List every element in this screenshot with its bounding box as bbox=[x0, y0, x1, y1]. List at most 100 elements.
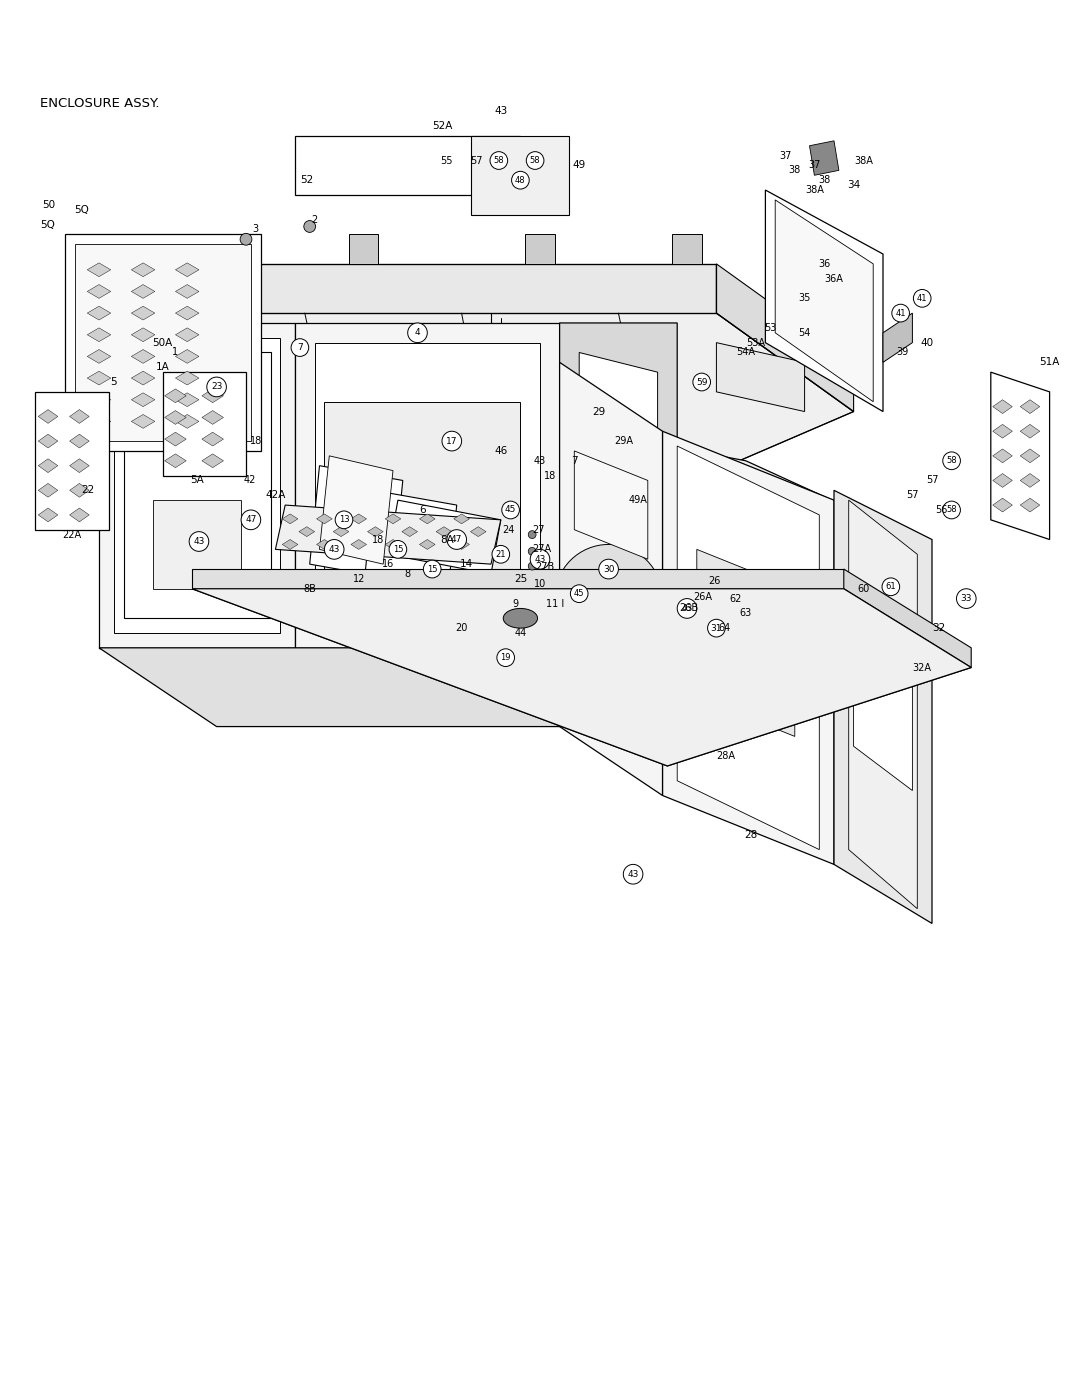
Circle shape bbox=[502, 502, 519, 518]
Polygon shape bbox=[38, 458, 58, 472]
Circle shape bbox=[693, 373, 711, 391]
Text: 11 I: 11 I bbox=[545, 598, 564, 609]
Polygon shape bbox=[99, 648, 677, 726]
Polygon shape bbox=[672, 235, 702, 264]
Polygon shape bbox=[69, 483, 90, 497]
Text: 36A: 36A bbox=[824, 274, 843, 284]
Text: 53: 53 bbox=[765, 323, 777, 332]
Text: 8: 8 bbox=[405, 569, 410, 578]
Polygon shape bbox=[202, 432, 224, 446]
Polygon shape bbox=[320, 455, 393, 564]
Text: 28: 28 bbox=[744, 830, 757, 840]
Polygon shape bbox=[87, 285, 111, 299]
Text: 43: 43 bbox=[681, 604, 692, 613]
Text: 41: 41 bbox=[917, 293, 928, 303]
Polygon shape bbox=[87, 306, 111, 320]
Circle shape bbox=[526, 152, 544, 169]
Text: 6: 6 bbox=[419, 504, 426, 515]
Text: 39: 39 bbox=[896, 348, 908, 358]
Polygon shape bbox=[167, 235, 197, 264]
Text: 2: 2 bbox=[311, 215, 318, 225]
Text: 58: 58 bbox=[494, 156, 504, 165]
Polygon shape bbox=[227, 402, 853, 559]
Circle shape bbox=[241, 510, 260, 529]
Text: 18: 18 bbox=[373, 535, 384, 545]
Polygon shape bbox=[175, 306, 199, 320]
Text: 7: 7 bbox=[297, 344, 302, 352]
Circle shape bbox=[240, 233, 252, 246]
Polygon shape bbox=[1021, 474, 1040, 488]
Text: 57: 57 bbox=[906, 490, 919, 500]
Text: 45: 45 bbox=[505, 506, 516, 514]
Circle shape bbox=[324, 539, 345, 559]
Polygon shape bbox=[164, 432, 186, 446]
Circle shape bbox=[335, 511, 353, 528]
Polygon shape bbox=[388, 500, 501, 574]
Text: 8A: 8A bbox=[440, 535, 454, 545]
Text: 37: 37 bbox=[808, 161, 821, 170]
Circle shape bbox=[530, 549, 550, 569]
Text: 58: 58 bbox=[946, 457, 957, 465]
Polygon shape bbox=[351, 539, 366, 549]
Text: 15: 15 bbox=[393, 545, 403, 553]
Text: 27A: 27A bbox=[532, 545, 552, 555]
Text: 60: 60 bbox=[858, 584, 869, 594]
Polygon shape bbox=[38, 434, 58, 448]
Polygon shape bbox=[175, 285, 199, 299]
Text: 43: 43 bbox=[627, 870, 638, 879]
Polygon shape bbox=[202, 454, 224, 468]
Text: 37: 37 bbox=[779, 151, 792, 161]
Polygon shape bbox=[334, 527, 349, 536]
Circle shape bbox=[512, 172, 529, 189]
Text: 47: 47 bbox=[245, 515, 257, 524]
Text: 42A: 42A bbox=[266, 490, 285, 500]
Polygon shape bbox=[175, 349, 199, 363]
Circle shape bbox=[528, 531, 536, 538]
Polygon shape bbox=[1021, 400, 1040, 414]
Polygon shape bbox=[677, 446, 820, 849]
Text: 25: 25 bbox=[514, 574, 527, 584]
Polygon shape bbox=[75, 244, 251, 441]
Text: 34: 34 bbox=[847, 180, 861, 190]
Text: 5A: 5A bbox=[190, 475, 204, 486]
Polygon shape bbox=[175, 415, 199, 429]
Text: 9: 9 bbox=[512, 598, 518, 609]
Circle shape bbox=[882, 578, 900, 595]
Polygon shape bbox=[471, 136, 569, 215]
Text: 35: 35 bbox=[798, 293, 811, 303]
Text: 28A: 28A bbox=[717, 752, 735, 761]
Text: 57: 57 bbox=[926, 475, 939, 486]
Circle shape bbox=[943, 451, 960, 469]
Text: 45: 45 bbox=[573, 590, 584, 598]
Text: 22: 22 bbox=[81, 485, 94, 496]
Text: 43: 43 bbox=[495, 106, 508, 116]
Polygon shape bbox=[164, 454, 186, 468]
Text: 15: 15 bbox=[427, 564, 437, 574]
Text: 23: 23 bbox=[211, 383, 222, 391]
Circle shape bbox=[623, 865, 643, 884]
Polygon shape bbox=[38, 483, 58, 497]
Text: 24: 24 bbox=[502, 525, 515, 535]
Polygon shape bbox=[454, 539, 470, 549]
Text: 12: 12 bbox=[352, 574, 365, 584]
Polygon shape bbox=[132, 415, 154, 429]
Text: 50A: 50A bbox=[152, 338, 173, 348]
Text: 59: 59 bbox=[696, 377, 707, 387]
Polygon shape bbox=[132, 372, 154, 386]
Text: 61: 61 bbox=[886, 583, 896, 591]
Text: 33: 33 bbox=[960, 594, 972, 604]
Circle shape bbox=[528, 548, 536, 555]
Polygon shape bbox=[132, 393, 154, 407]
Text: 18: 18 bbox=[249, 436, 262, 446]
Polygon shape bbox=[525, 235, 555, 264]
Polygon shape bbox=[163, 372, 246, 475]
Polygon shape bbox=[810, 141, 839, 175]
Polygon shape bbox=[87, 349, 111, 363]
Polygon shape bbox=[148, 313, 853, 500]
Polygon shape bbox=[69, 409, 90, 423]
Text: 38: 38 bbox=[818, 175, 831, 186]
Polygon shape bbox=[164, 388, 186, 402]
Polygon shape bbox=[579, 352, 658, 687]
Text: PAGE 74 — DCA-45USI —  OPERATION AND PARTS  MANUAL  (STD) — REV. #2  (04/22/05): PAGE 74 — DCA-45USI — OPERATION AND PART… bbox=[144, 1362, 936, 1376]
Polygon shape bbox=[990, 372, 1050, 539]
